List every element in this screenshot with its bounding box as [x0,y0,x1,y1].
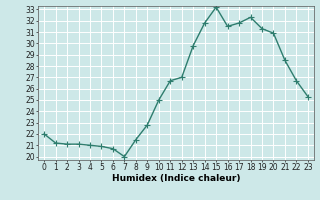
X-axis label: Humidex (Indice chaleur): Humidex (Indice chaleur) [112,174,240,183]
